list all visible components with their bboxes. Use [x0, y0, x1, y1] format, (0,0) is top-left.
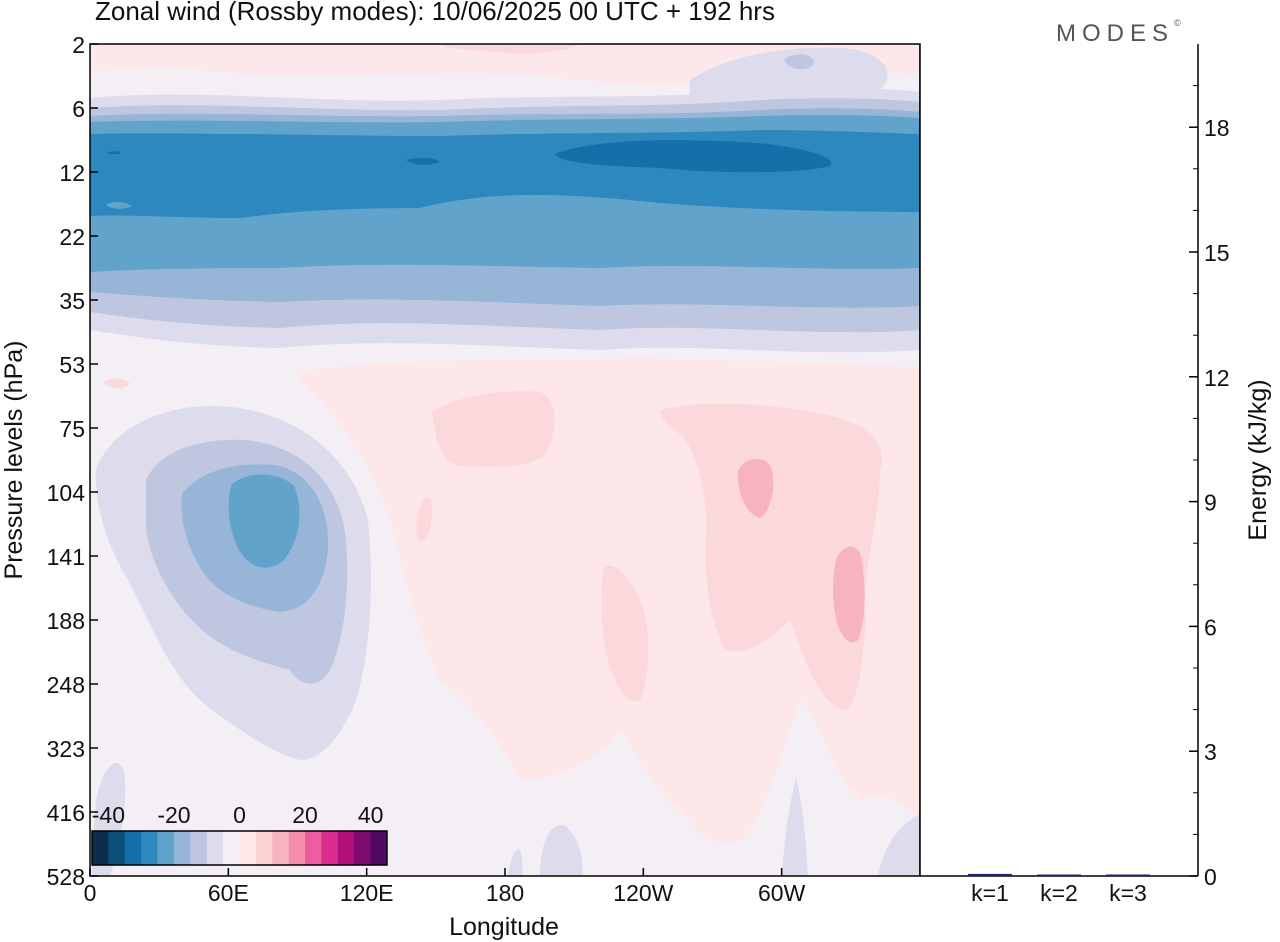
colorbar-swatch [239, 831, 257, 865]
colorbar-swatch [206, 831, 224, 865]
colorbar-legend: -40 -20 0 20 40 [91, 802, 388, 866]
colorbar-tick-label: 20 [292, 802, 318, 828]
pressure-tick-label: 6 [72, 96, 85, 122]
longitude-tick-label: 60E [208, 880, 249, 906]
pressure-tick-label: 75 [59, 416, 85, 442]
surface-patch-4 [782, 778, 808, 876]
trop-rose-core-2 [833, 546, 865, 643]
trop-pink-patch-1 [432, 391, 555, 467]
surface-patch-3 [508, 849, 523, 876]
wavenumber-label: k=2 [1040, 880, 1078, 906]
surface-patch-5 [878, 814, 920, 876]
longitude-axis: 0 60E 120E 180 120W 60W [84, 868, 806, 906]
pressure-tick-label: 2 [72, 32, 85, 58]
colorbar-swatch [223, 831, 240, 865]
upper-lavender-patch [690, 47, 888, 97]
jet-core [555, 140, 832, 173]
colorbar-swatch [305, 831, 322, 865]
energy-bar [1106, 874, 1150, 876]
energy-tick-label: 0 [1204, 864, 1217, 890]
energy-tick-label: 15 [1204, 240, 1230, 266]
colorbar-tick-label: -20 [157, 802, 190, 828]
pressure-axis: 2 6 12 22 35 53 75 104 141 188 248 323 416 528 [47, 32, 98, 890]
colorbar-tick-label: -40 [92, 802, 125, 828]
trop-pink-patch-2 [660, 403, 882, 711]
modes-logo: MODES© [1056, 18, 1181, 47]
colorbar-swatch [124, 831, 142, 865]
trop-pink-spot [104, 378, 130, 389]
pressure-axis-title: Pressure levels (hPa) [0, 341, 28, 580]
colorbar-swatch [354, 831, 372, 865]
pressure-tick-label: 188 [47, 608, 85, 634]
trop-pink-patch-3 [601, 565, 649, 702]
pressure-tick-label: 141 [47, 544, 85, 570]
heatmap-panel [90, 44, 920, 876]
colorbar-swatch [272, 831, 290, 865]
pressure-tick-label: 12 [59, 160, 85, 186]
energy-bar [1037, 874, 1081, 876]
colorbar-swatch [321, 831, 339, 865]
vortex-core [228, 474, 300, 568]
colorbar-swatch [92, 831, 109, 865]
upper-pink-patch [440, 44, 580, 54]
pressure-tick-label: 528 [47, 864, 85, 890]
longitude-axis-title: Longitude [449, 913, 559, 941]
energy-tick-label: 12 [1204, 365, 1230, 391]
longitude-tick-label: 180 [486, 880, 524, 906]
colorbar-swatch [173, 831, 191, 865]
energy-tick-label: 18 [1204, 115, 1230, 141]
colorbar-swatch [108, 831, 126, 865]
trop-rose-core-1 [737, 458, 774, 518]
colorbar-swatch [337, 831, 355, 865]
energy-axis: 0 3 6 9 12 15 18 [1189, 85, 1230, 890]
longitude-tick-label: 0 [84, 880, 97, 906]
chart-title: Zonal wind (Rossby modes): 10/06/2025 00… [95, 0, 775, 26]
colorbar-swatch [157, 831, 175, 865]
wavenumber-label: k=3 [1109, 880, 1147, 906]
colorbar-frame [91, 830, 388, 866]
energy-bar [968, 873, 1012, 876]
pressure-tick-label: 22 [59, 224, 85, 250]
longitude-tick-label: 120E [340, 880, 394, 906]
energy-bar-panel: 0 3 6 9 12 15 18 k=1 k=2 k=3 Energy (kJ/kg) [919, 44, 1272, 906]
energy-tick-label: 6 [1204, 614, 1217, 640]
energy-tick-label: 9 [1204, 490, 1217, 516]
pressure-tick-label: 53 [59, 352, 85, 378]
colorbar-swatch [141, 831, 159, 865]
pressure-tick-label: 35 [59, 288, 85, 314]
colorbar-swatch [288, 831, 306, 865]
surface-patch-2 [540, 824, 583, 876]
upper-blue-spot [784, 54, 814, 70]
colorbar-tick-label: 0 [233, 802, 246, 828]
jet-core-spot-3 [106, 202, 132, 209]
colorbar-swatch [370, 831, 388, 865]
colorbar-tick-label: 40 [358, 802, 384, 828]
energy-axis-title: Energy (kJ/kg) [1244, 379, 1272, 540]
pressure-tick-label: 323 [47, 736, 85, 762]
energy-bars [968, 873, 1150, 876]
longitude-tick-label: 60W [758, 880, 806, 906]
jet-core-spot-1 [406, 157, 440, 165]
trop-pink-patch-4 [416, 497, 432, 542]
pressure-tick-label: 416 [47, 800, 85, 826]
pressure-tick-label: 248 [47, 672, 85, 698]
energy-tick-label: 3 [1204, 739, 1217, 765]
longitude-tick-label: 120W [613, 880, 673, 906]
wavenumber-axis: k=1 k=2 k=3 [971, 880, 1147, 906]
jet-core-spot-2 [108, 151, 120, 154]
colorbar-swatch [190, 831, 208, 865]
pressure-tick-label: 104 [47, 480, 86, 506]
colorbar-swatch [255, 831, 273, 865]
wavenumber-label: k=1 [971, 880, 1009, 906]
